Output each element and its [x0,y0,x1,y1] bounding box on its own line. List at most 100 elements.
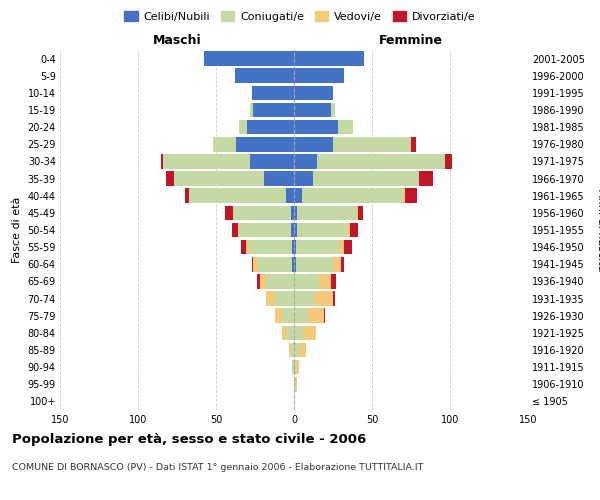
Bar [174,172,265,186]
Bar [249,240,292,254]
Bar [226,206,233,220]
Bar [245,240,249,254]
Bar [294,206,297,220]
Bar [333,292,335,306]
Bar [317,154,445,168]
Bar [294,308,308,323]
Legend: Celibi/Nubili, Coniugati/e, Vedovi/e, Divorziati/e: Celibi/Nubili, Coniugati/e, Vedovi/e, Di… [121,8,479,25]
Text: COMUNE DI BORNASCO (PV) - Dati ISTAT 1° gennaio 2006 - Elaborazione TUTTITALIA.I: COMUNE DI BORNASCO (PV) - Dati ISTAT 1° … [12,462,424,471]
Bar [308,308,323,323]
Bar [289,342,291,357]
Bar [296,377,297,392]
Bar [405,188,417,203]
Bar [166,172,174,186]
Bar [294,257,296,272]
Y-axis label: Fasce di età: Fasce di età [12,197,22,263]
Bar [344,240,352,254]
Bar [294,172,313,186]
Bar [161,154,163,168]
Bar [252,86,294,100]
Y-axis label: Anni di nascita: Anni di nascita [596,188,600,271]
Bar [294,68,344,83]
Bar [294,120,338,134]
Bar [250,154,294,168]
Bar [297,206,356,220]
Bar [333,137,411,152]
Bar [294,377,296,392]
Text: Popolazione per età, sesso e stato civile - 2006: Popolazione per età, sesso e stato civil… [12,432,366,446]
Bar [341,257,344,272]
Bar [411,137,416,152]
Bar [291,222,294,238]
Bar [291,342,294,357]
Bar [239,120,247,134]
Bar [190,188,286,203]
Bar [253,257,258,272]
Bar [296,360,299,374]
Bar [294,102,331,118]
Bar [291,206,294,220]
Bar [292,257,294,272]
Bar [296,240,339,254]
Bar [266,292,275,306]
Bar [292,240,294,254]
Bar [235,68,294,83]
Bar [238,222,239,238]
Bar [403,188,405,203]
Bar [294,326,304,340]
Bar [313,172,419,186]
Bar [294,360,296,374]
Bar [247,120,294,134]
Bar [294,222,297,238]
Bar [281,308,294,323]
Bar [294,52,364,66]
Bar [294,154,317,168]
Bar [258,257,292,272]
Bar [333,257,341,272]
Bar [260,274,268,288]
Bar [296,257,333,272]
Text: Maschi: Maschi [152,34,202,46]
Bar [445,154,452,168]
Bar [294,292,314,306]
Bar [338,120,353,134]
Bar [252,257,253,272]
Bar [163,154,250,168]
Bar [304,326,316,340]
Bar [350,222,358,238]
Bar [294,274,319,288]
Bar [268,274,294,288]
Bar [294,342,299,357]
Bar [239,222,291,238]
Bar [339,240,344,254]
Bar [286,326,294,340]
Bar [213,137,236,152]
Bar [286,188,294,203]
Bar [302,188,403,203]
Bar [294,240,296,254]
Bar [233,206,291,220]
Bar [257,274,260,288]
Bar [241,240,245,254]
Bar [185,188,190,203]
Bar [294,137,333,152]
Bar [358,206,362,220]
Bar [275,308,281,323]
Bar [323,308,325,323]
Text: Femmine: Femmine [379,34,443,46]
Bar [299,342,307,357]
Bar [294,188,302,203]
Bar [281,326,286,340]
Bar [265,172,294,186]
Bar [419,172,433,186]
Bar [294,86,333,100]
Bar [232,222,238,238]
Bar [203,52,294,66]
Bar [275,292,294,306]
Bar [331,102,335,118]
Bar [331,274,336,288]
Bar [236,137,294,152]
Bar [356,206,358,220]
Bar [297,222,347,238]
Bar [314,292,333,306]
